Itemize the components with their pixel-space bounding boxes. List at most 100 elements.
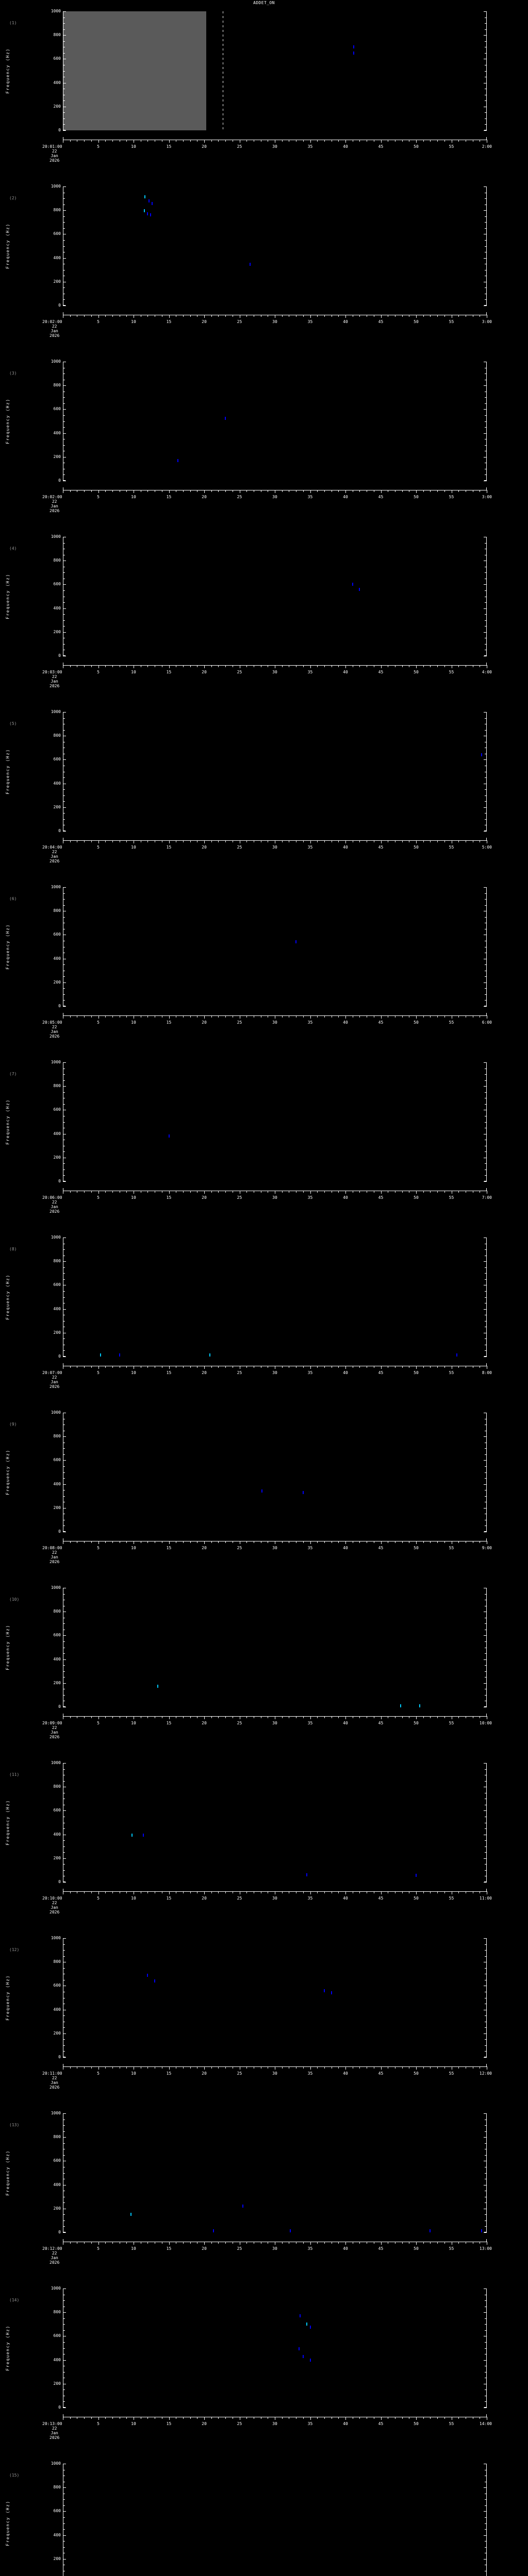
x-tick-label: 45	[378, 2071, 384, 2076]
x-tick	[303, 315, 304, 317]
y-tick	[63, 2113, 66, 2114]
x-tick	[70, 1716, 71, 1718]
x-tick-label: 35	[307, 845, 313, 850]
data-trace	[323, 1989, 325, 1992]
data-trace	[309, 2358, 311, 2362]
y-tick	[485, 41, 487, 42]
axis-cap	[486, 663, 487, 666]
x-tick-label: 35	[307, 1020, 313, 1025]
y-tick	[63, 1466, 65, 1467]
x-tick-label: 50	[414, 2071, 419, 2076]
x-end-time-label: 3:00	[482, 495, 492, 499]
y-tick	[63, 421, 65, 422]
x-tick	[430, 1015, 431, 1018]
x-tick-label: 10	[131, 2421, 136, 2426]
x-tick	[225, 140, 226, 142]
x-tick	[204, 1366, 205, 1369]
axis-cap	[63, 480, 65, 481]
y-tick	[63, 403, 65, 404]
x-tick	[225, 1716, 226, 1718]
x-tick	[423, 1716, 424, 1718]
data-trace	[295, 940, 297, 944]
y-tick	[485, 1968, 487, 1969]
x-tick	[246, 665, 248, 667]
y-tick	[63, 1338, 65, 1340]
x-tick-label: 20	[202, 1370, 207, 1375]
x-tick	[310, 1541, 311, 1544]
y-tick	[485, 1496, 487, 1497]
y-tick	[485, 1448, 487, 1449]
y-tick	[63, 11, 66, 12]
x-end-time-label: 3:00	[482, 319, 492, 324]
x-tick	[423, 2066, 424, 2069]
y-tick	[63, 2330, 65, 2331]
x-tick	[381, 1716, 382, 1719]
x-tick	[147, 665, 148, 667]
y-tick	[63, 287, 65, 289]
x-end-time-label: 9:00	[482, 1546, 492, 1550]
y-tick	[485, 1291, 487, 1292]
y-tick	[485, 1769, 487, 1770]
panel-number: (9)	[9, 1422, 17, 1427]
x-tick-label: 10	[131, 1896, 136, 1901]
x-tick	[105, 840, 106, 842]
y-tick	[63, 2547, 65, 2548]
y-tick	[484, 2487, 487, 2488]
y-tick	[63, 397, 65, 398]
data-trace	[250, 263, 251, 266]
y-tick	[63, 415, 65, 416]
y-tick	[63, 2226, 65, 2227]
y-tick	[485, 1828, 487, 1829]
y-tick	[63, 1151, 65, 1153]
y-tick-label: 600	[53, 582, 61, 587]
x-tick	[70, 1891, 71, 1893]
x-tick	[402, 1891, 403, 1893]
x-tick-label: 35	[307, 1546, 313, 1550]
y-tick	[63, 258, 66, 259]
y-tick	[485, 1297, 487, 1298]
x-tick	[204, 315, 205, 318]
x-tick	[423, 140, 424, 142]
x-tick-label: 5	[97, 1020, 100, 1025]
x-tick	[91, 1541, 92, 1543]
y-tick	[63, 2517, 65, 2518]
x-tick	[444, 1015, 445, 1018]
plot-area	[63, 11, 487, 130]
x-tick	[98, 665, 99, 668]
y-axis-title: Frequency (Hz)	[5, 1624, 10, 1670]
x-tick	[225, 1015, 226, 1018]
data-trace	[290, 2229, 291, 2233]
y-tick	[63, 2318, 65, 2319]
x-tick	[282, 2066, 283, 2069]
y-tick-label: 1000	[51, 2111, 61, 2115]
y-axis-title: Frequency (Hz)	[5, 2500, 10, 2546]
x-tick-label: 45	[378, 495, 384, 499]
data-trace	[302, 1490, 304, 1494]
x-tick	[211, 1716, 212, 1718]
data-trace	[309, 2326, 311, 2329]
y-tick	[63, 1641, 65, 1642]
x-tick	[282, 840, 283, 842]
x-tick	[204, 490, 205, 493]
y-tick-label: 800	[53, 1784, 61, 1789]
y-tick	[485, 198, 487, 199]
y-tick	[485, 1151, 487, 1153]
x-tick	[112, 1366, 113, 1368]
y-tick-labels: 0 200 400 600 800 1000	[32, 535, 61, 658]
x-tick	[218, 2242, 219, 2244]
y-tick	[484, 584, 487, 585]
x-tick	[324, 665, 325, 667]
x-tick	[225, 665, 226, 667]
x-start-time-label: 20:05:00	[42, 1020, 62, 1025]
x-tick	[84, 1191, 85, 1193]
y-tick	[63, 1659, 66, 1660]
x-tick	[218, 315, 219, 317]
x-tick	[70, 840, 71, 842]
x-tick	[204, 665, 205, 668]
y-tick	[484, 11, 487, 12]
axis-cap	[484, 1356, 487, 1357]
no-data-region	[63, 11, 207, 130]
x-tick-label: 50	[414, 144, 419, 149]
y-tick	[485, 71, 487, 72]
data-trace	[147, 1973, 148, 1977]
